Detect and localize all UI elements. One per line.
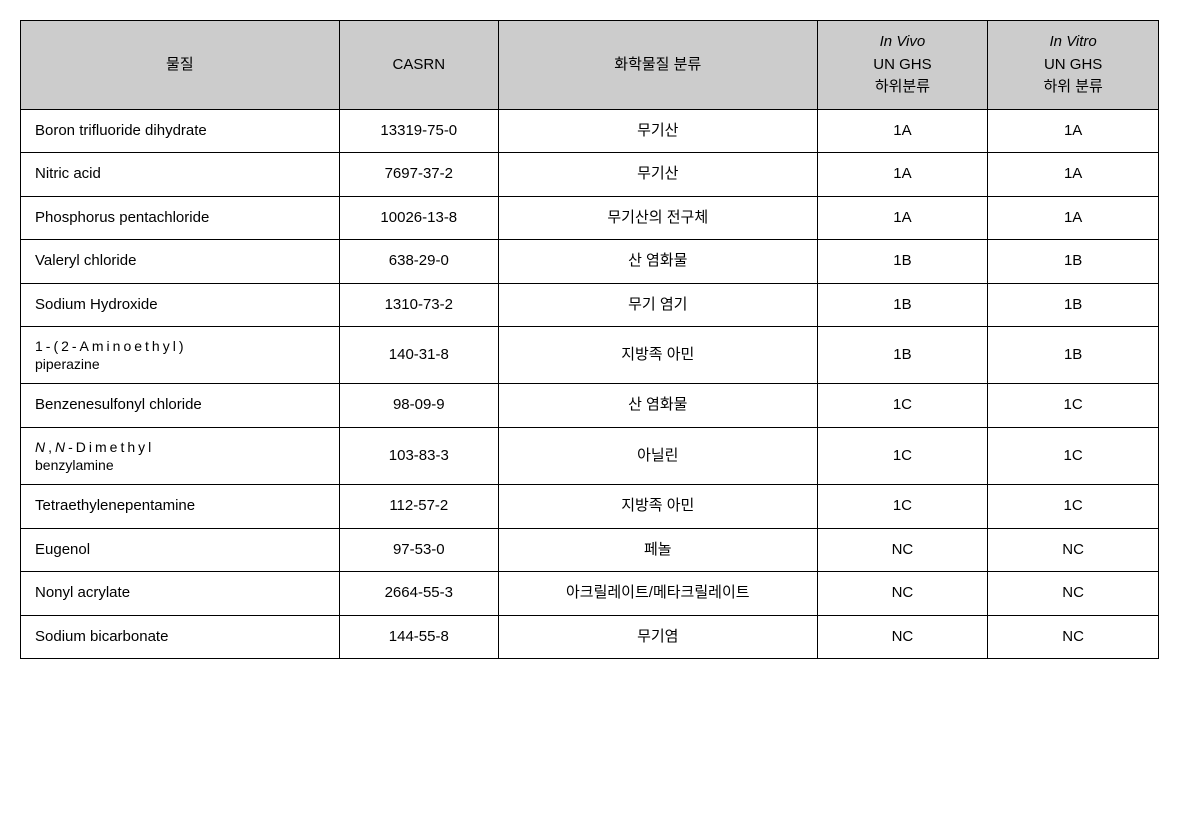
invitro-italic: In Vitro [1050,33,1097,50]
table-row: 1-(2-Aminoethyl) piperazine 140-31-8 지방족… [21,327,1159,384]
cell-substance: Boron trifluoride dihydrate [21,109,340,153]
cell-casrn: 140-31-8 [339,327,498,384]
cell-substance: Nonyl acrylate [21,572,340,616]
suffix-spaced: -Dimethyl [68,439,154,455]
cell-classification: 무기산 [498,109,817,153]
chemical-classification-table: 물질 CASRN 화학물질 분류 In Vivo UN GHS 하위분류 In … [20,20,1159,659]
cell-invivo: 1B [817,327,988,384]
cell-substance: Phosphorus pentachloride [21,196,340,240]
cell-classification: 산 염화물 [498,384,817,428]
cell-classification: 무기산의 전구체 [498,196,817,240]
cell-classification: 산 염화물 [498,240,817,284]
invivo-line2: UN GHS [873,56,931,73]
cell-invitro: NC [988,572,1159,616]
cell-classification: 페놀 [498,528,817,572]
table-row: Nitric acid 7697-37-2 무기산 1A 1A [21,153,1159,197]
cell-invitro: 1B [988,327,1159,384]
invitro-line3: 하위 분류 [1043,78,1102,95]
col-header-substance: 물질 [21,21,340,110]
table-header-row: 물질 CASRN 화학물질 분류 In Vivo UN GHS 하위분류 In … [21,21,1159,110]
col-header-casrn: CASRN [339,21,498,110]
cell-invivo: 1A [817,153,988,197]
table-row: Sodium Hydroxide 1310-73-2 무기 염기 1B 1B [21,283,1159,327]
table-row: Valeryl chloride 638-29-0 산 염화물 1B 1B [21,240,1159,284]
cell-invivo: NC [817,572,988,616]
invitro-line2: UN GHS [1044,56,1102,73]
col-header-invitro: In Vitro UN GHS 하위 분류 [988,21,1159,110]
cell-invitro: 1A [988,196,1159,240]
substance-line1: 1-(2-Aminoethyl) [35,338,186,354]
col-header-classification: 화학물질 분류 [498,21,817,110]
cell-invivo: 1C [817,485,988,529]
cell-casrn: 97-53-0 [339,528,498,572]
table-row: Benzenesulfonyl chloride 98-09-9 산 염화물 1… [21,384,1159,428]
cell-casrn: 112-57-2 [339,485,498,529]
table-row: Sodium bicarbonate 144-55-8 무기염 NC NC [21,615,1159,659]
table-row: Phosphorus pentachloride 10026-13-8 무기산의… [21,196,1159,240]
cell-invitro: 1C [988,384,1159,428]
col-header-invivo: In Vivo UN GHS 하위분류 [817,21,988,110]
cell-invivo: 1B [817,240,988,284]
cell-classification: 무기산 [498,153,817,197]
cell-substance: N,N-Dimethyl benzylamine [21,427,340,484]
cell-substance: 1-(2-Aminoethyl) piperazine [21,327,340,384]
cell-substance: Tetraethylenepentamine [21,485,340,529]
table-row: N,N-Dimethyl benzylamine 103-83-3 아닐린 1C… [21,427,1159,484]
cell-classification: 지방족 아민 [498,485,817,529]
sep1: , [48,439,55,455]
cell-casrn: 13319-75-0 [339,109,498,153]
cell-casrn: 10026-13-8 [339,196,498,240]
cell-casrn: 103-83-3 [339,427,498,484]
cell-casrn: 2664-55-3 [339,572,498,616]
invivo-line3: 하위분류 [875,78,930,95]
n-italic-1: N [35,439,48,455]
substance-line2: benzylamine [35,457,114,473]
cell-casrn: 98-09-9 [339,384,498,428]
cell-casrn: 144-55-8 [339,615,498,659]
cell-invitro: 1C [988,485,1159,529]
cell-classification: 아크릴레이트/메타크릴레이트 [498,572,817,616]
cell-substance: Sodium Hydroxide [21,283,340,327]
cell-casrn: 7697-37-2 [339,153,498,197]
cell-invivo: 1C [817,384,988,428]
table-row: Nonyl acrylate 2664-55-3 아크릴레이트/메타크릴레이트 … [21,572,1159,616]
cell-invivo: NC [817,528,988,572]
cell-classification: 아닐린 [498,427,817,484]
cell-invivo: 1C [817,427,988,484]
cell-invitro: 1A [988,153,1159,197]
cell-casrn: 1310-73-2 [339,283,498,327]
cell-substance: Nitric acid [21,153,340,197]
table-row: Boron trifluoride dihydrate 13319-75-0 무… [21,109,1159,153]
cell-invitro: 1A [988,109,1159,153]
cell-invitro: 1C [988,427,1159,484]
cell-substance: Valeryl chloride [21,240,340,284]
cell-substance: Benzenesulfonyl chloride [21,384,340,428]
cell-invivo: 1A [817,109,988,153]
cell-invitro: NC [988,528,1159,572]
cell-classification: 무기염 [498,615,817,659]
invivo-italic: In Vivo [880,33,926,50]
cell-substance: Sodium bicarbonate [21,615,340,659]
substance-line1: N,N-Dimethyl [35,439,154,455]
cell-casrn: 638-29-0 [339,240,498,284]
cell-invitro: NC [988,615,1159,659]
cell-invitro: 1B [988,283,1159,327]
table-row: Tetraethylenepentamine 112-57-2 지방족 아민 1… [21,485,1159,529]
table-body: Boron trifluoride dihydrate 13319-75-0 무… [21,109,1159,659]
cell-classification: 무기 염기 [498,283,817,327]
substance-line2: piperazine [35,356,100,372]
cell-substance: Eugenol [21,528,340,572]
table-row: Eugenol 97-53-0 페놀 NC NC [21,528,1159,572]
cell-invivo: NC [817,615,988,659]
cell-invivo: 1B [817,283,988,327]
cell-invitro: 1B [988,240,1159,284]
cell-classification: 지방족 아민 [498,327,817,384]
n-italic-2: N [55,439,68,455]
cell-invivo: 1A [817,196,988,240]
